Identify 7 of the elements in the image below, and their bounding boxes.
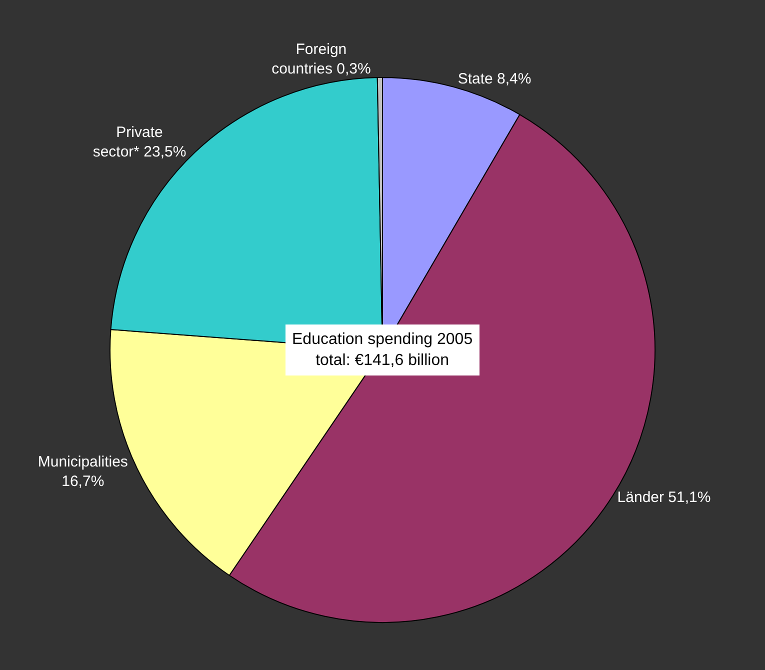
slice-label: Private sector* 23,5%	[92, 124, 186, 161]
slice-label: Foreign countries 0,3%	[272, 41, 371, 78]
data-label: 16,7%	[62, 473, 104, 490]
slice-label: Municipalities	[38, 454, 128, 471]
slice-label: State 8,4%	[458, 70, 532, 88]
slice-label: Länder 51,1%	[617, 489, 711, 506]
text: Education spending 2005 total: €141,6 billion	[292, 331, 473, 369]
